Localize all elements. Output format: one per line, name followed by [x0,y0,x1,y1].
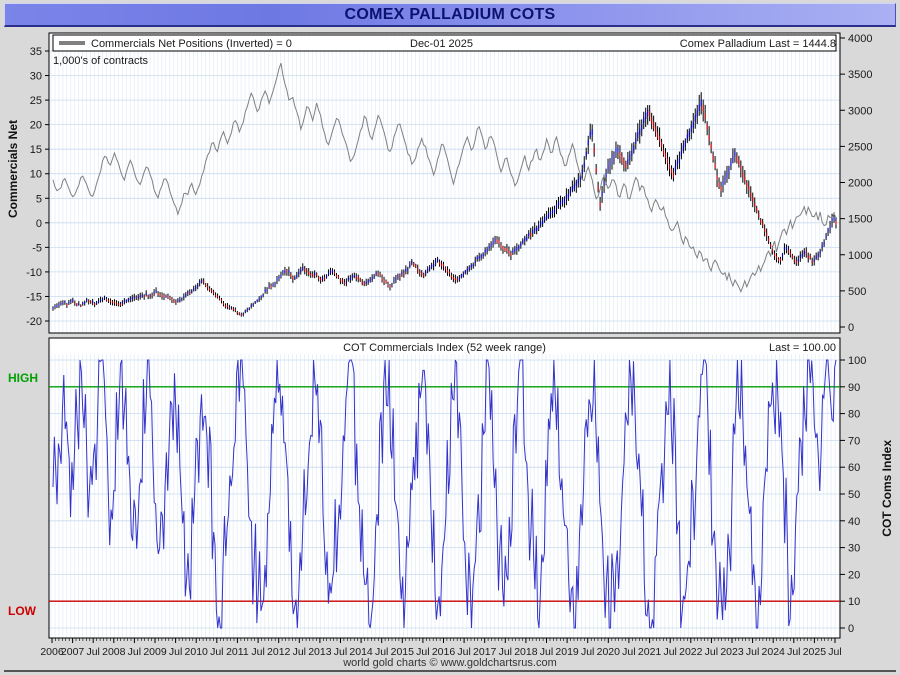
x-axis-label: 2019 [555,646,579,658]
top-left-tick: -20 [26,316,42,328]
x-axis-label: 2009 [143,646,167,658]
x-axis-label: Jul [787,646,800,658]
top-left-tick: 20 [30,120,42,132]
top-left-tick: -15 [26,291,42,303]
x-axis-label: 2017 [473,646,497,658]
x-axis-label: Jul [210,646,223,658]
bottom-right-tick: 10 [848,596,860,608]
x-axis-label: Jul [622,646,635,658]
x-axis-label: Jul [540,646,553,658]
x-axis-label: 2024 [762,646,786,658]
x-axis-label: Jul [293,646,306,658]
top-left-tick: -10 [26,267,42,279]
legend-price-last-label: Comex Palladium Last = 1444.8 [680,38,836,50]
x-axis-label: 2007 [61,646,85,658]
bottom-right-tick: 80 [848,409,860,421]
x-axis-label: Jul [457,646,470,658]
top-right-tick: 1000 [848,250,872,262]
x-axis-label: Jul [86,646,99,658]
bottom-right-tick: 90 [848,382,860,394]
top-right-tick: 1500 [848,214,872,226]
top-right-tick: 3000 [848,105,872,117]
x-axis-label: 2021 [638,646,662,658]
x-axis-label: 2006 [40,646,64,658]
legend-commercials-label: Commercials Net Positions (Inverted) = 0 [91,38,292,50]
bottom-right-tick: 100 [848,355,866,367]
x-axis-label: 2012 [267,646,291,658]
top-right-tick: 0 [848,322,854,334]
footer-credit: world gold charts © www.goldchartsrus.co… [343,657,557,669]
bottom-right-tick: 20 [848,569,860,581]
units-label: 1,000's of contracts [53,55,149,67]
x-axis-label: Jul [746,646,759,658]
legend-date-label: Dec-01 2025 [410,38,473,50]
bottom-right-tick: 60 [848,462,860,474]
top-right-tick: 2500 [848,141,872,153]
top-right-tick: 4000 [848,33,872,45]
x-axis-label: Jul [663,646,676,658]
top-legend: Commercials Net Positions (Inverted) = 0… [52,34,837,52]
x-axis-label: 2016 [432,646,456,658]
x-axis-label: 2015 [391,646,415,658]
top-right-tick: 2000 [848,178,872,190]
top-left-axis: 35 30 25 20 15 10 5 0 -5 -10 -15 -20 [26,46,49,328]
top-left-tick: -5 [32,242,42,254]
bottom-panel-title: COT Commercials Index (52 week range) [343,342,546,354]
bottom-right-tick: 40 [848,516,860,528]
top-left-tick: 0 [36,218,42,230]
x-axis-label: Jul [581,646,594,658]
top-left-tick: 25 [30,95,42,107]
bottom-divider [4,670,896,672]
commercials-net-line [52,62,837,293]
x-axis-label: Jul [416,646,429,658]
top-left-tick: 35 [30,46,42,58]
bottom-right-tick: 0 [848,623,854,635]
x-axis-label: Jul [499,646,512,658]
x-axis-label: Jul [334,646,347,658]
top-left-tick: 30 [30,71,42,83]
cot-index-line [52,359,837,629]
commercials-net-positions-chart: 35 30 25 20 15 10 5 0 -5 -10 -15 -20 4000 3500 3000 250… [26,32,872,334]
page-title: COMEX PALLADIUM COTS [344,5,556,23]
top-left-tick: 10 [30,169,42,181]
bottom-right-tick: 30 [848,543,860,555]
x-axis-label: 2011 [226,646,249,658]
bottom-right-tick: 50 [848,489,860,501]
x-axis-label: 2020 [597,646,621,658]
bottom-right-tick: 70 [848,435,860,447]
x-axis-label: Jul [705,646,718,658]
x-axis-label: Jul [251,646,264,658]
top-left-tick: 15 [30,144,42,156]
top-right-tick: 3500 [848,69,872,81]
x-axis-label: 2022 [679,646,703,658]
bottom-title-row: COT Commercials Index (52 week range) Las… [51,339,838,354]
x-axis-label: Jul [169,646,182,658]
top-right-axis: 4000 3500 3000 2500 2000 1500 1000 500 0 [840,33,872,334]
top-gridlines [49,33,840,333]
x-axis-label: 2008 [102,646,126,658]
x-axis-label: 2025 [803,646,827,658]
x-axis-label: Jul [375,646,388,658]
x-axis-label: Jul [128,646,141,658]
top-right-tick: 500 [848,286,866,298]
window-title-bar: COMEX PALLADIUM COTS [4,3,896,27]
bottom-panel-last: Last = 100.00 [769,342,836,354]
top-left-tick: 5 [36,193,42,205]
x-axis-label: Jul [828,646,841,658]
x-axis-label: 2014 [349,646,373,658]
x-axis-label: 2018 [514,646,538,658]
high-threshold-label: HIGH [8,371,38,385]
low-threshold-label: LOW [8,604,36,618]
x-axis-label: 2023 [720,646,744,658]
x-axis-label: 2010 [185,646,209,658]
palladium-price-series [52,92,837,317]
x-axis-label: 2013 [308,646,332,658]
